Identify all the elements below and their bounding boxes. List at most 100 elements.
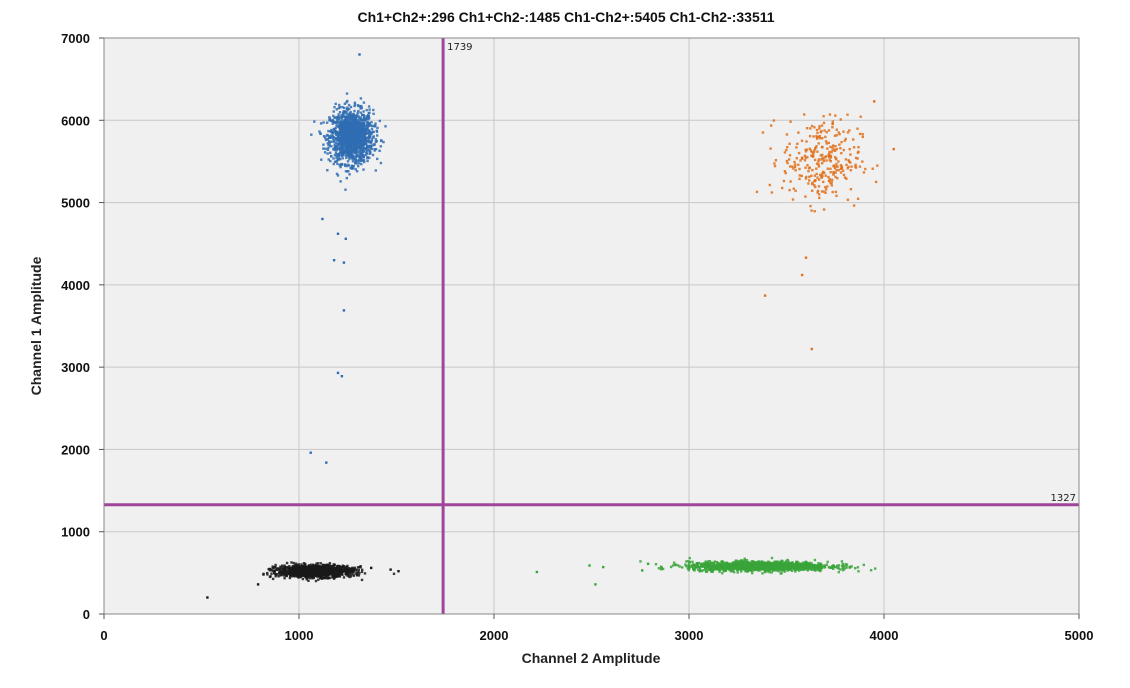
droplet-point: [708, 560, 711, 563]
droplet-point: [365, 108, 368, 112]
droplet-point: [813, 158, 817, 162]
droplet-point: [837, 564, 841, 567]
droplet-point: [355, 130, 358, 133]
droplet-point: [762, 567, 765, 571]
droplet-point: [307, 575, 310, 578]
droplet-point: [288, 565, 291, 568]
droplet-point: [274, 573, 278, 576]
droplet-point: [349, 122, 352, 126]
droplet-point: [298, 568, 301, 571]
droplet-point: [687, 568, 690, 572]
droplet-point: [363, 139, 366, 142]
droplet-point: [789, 165, 792, 168]
droplet-point: [345, 128, 348, 132]
droplet-point: [646, 562, 650, 565]
droplet-point: [348, 575, 351, 579]
droplet-point: [836, 177, 839, 180]
droplet-point: [367, 138, 370, 141]
droplet-point: [685, 560, 688, 563]
droplet-point: [359, 159, 363, 162]
droplet-point: [810, 209, 813, 212]
droplet-point: [359, 97, 363, 100]
droplet-point: [693, 569, 696, 572]
droplet-point: [338, 575, 342, 578]
droplet-point: [815, 135, 818, 138]
droplet-point: [361, 113, 364, 116]
droplet-point: [799, 159, 802, 162]
droplet-point: [312, 566, 316, 570]
droplet-point: [688, 561, 691, 565]
droplet-point: [669, 565, 673, 569]
droplet-point: [306, 566, 309, 569]
droplet-point: [356, 133, 359, 136]
droplet-point: [352, 130, 355, 133]
droplet-point: [856, 157, 859, 160]
droplet-point: [735, 562, 738, 565]
droplet-point: [735, 567, 738, 570]
droplet-point: [279, 571, 282, 575]
droplet-point: [358, 156, 361, 160]
droplet-point: [714, 564, 718, 567]
droplet-point: [344, 164, 347, 168]
droplet-point: [332, 577, 336, 580]
droplet-point: [833, 149, 837, 152]
droplet-point: [332, 157, 335, 160]
droplet-point: [334, 126, 337, 130]
droplet-point: [331, 140, 334, 143]
droplet-point: [344, 170, 348, 173]
droplet-point: [343, 140, 346, 143]
droplet-point: [830, 565, 834, 568]
droplet-point: [357, 165, 360, 168]
droplet-point: [337, 574, 340, 577]
droplet-point: [772, 119, 776, 122]
droplet-point: [732, 568, 735, 571]
droplet-point: [742, 559, 745, 562]
droplet-point: [816, 131, 819, 135]
droplet-point: [288, 572, 291, 575]
droplet-point: [337, 142, 341, 145]
droplet-point: [362, 131, 366, 134]
droplet-point: [849, 153, 852, 156]
droplet-point: [819, 569, 822, 573]
droplet-point: [733, 562, 736, 565]
droplet-point: [594, 583, 597, 586]
droplet-point: [333, 121, 336, 124]
droplet-point: [345, 117, 348, 120]
droplet-point: [368, 144, 371, 148]
droplet-point: [856, 151, 860, 154]
droplet-point: [309, 575, 312, 578]
droplet-point: [333, 139, 336, 142]
y-tick-label: 5000: [61, 196, 90, 211]
droplet-point: [345, 153, 349, 157]
droplet-point: [808, 564, 811, 568]
droplet-point: [271, 577, 275, 581]
droplet-point: [846, 113, 849, 116]
droplet-point: [293, 573, 297, 576]
droplet-point: [798, 565, 801, 569]
droplet-point: [358, 127, 361, 131]
droplet-point: [840, 560, 844, 563]
droplet-point: [329, 159, 332, 163]
droplet-point: [784, 561, 788, 564]
droplet-point: [751, 567, 754, 571]
droplet-point: [781, 567, 785, 570]
droplet-point: [354, 168, 357, 171]
droplet-point: [361, 138, 364, 141]
droplet-point: [779, 562, 782, 565]
droplet-point: [281, 571, 284, 574]
droplet-point: [326, 152, 329, 155]
droplet-point: [874, 567, 877, 570]
droplet-point: [817, 185, 821, 188]
droplet-point: [364, 153, 367, 157]
droplet-point: [332, 259, 336, 262]
droplet-point: [328, 568, 331, 571]
droplet-point: [747, 566, 750, 570]
droplet-point: [784, 171, 787, 175]
droplet-point: [769, 566, 773, 569]
droplet-point: [389, 568, 392, 571]
droplet-point: [353, 145, 357, 148]
droplet-point: [349, 570, 352, 574]
droplet-point: [834, 165, 837, 168]
droplet-point: [818, 127, 821, 130]
droplet-point: [352, 569, 355, 572]
